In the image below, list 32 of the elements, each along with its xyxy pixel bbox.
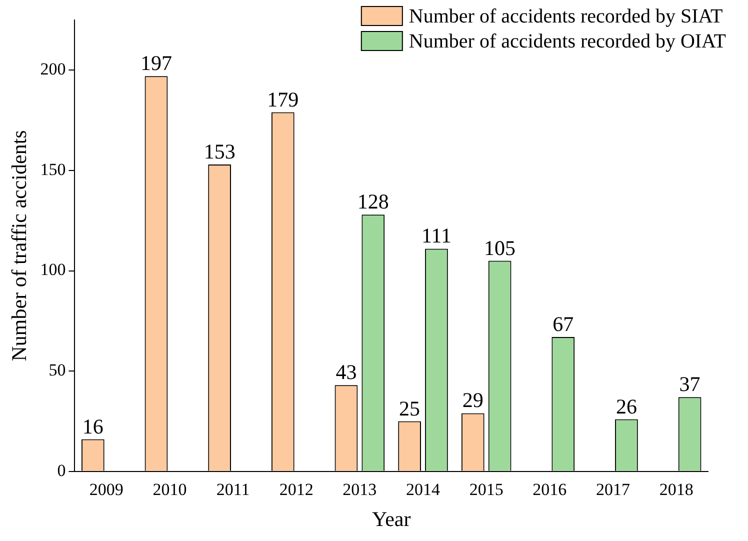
y-tick-label: 50 [48, 360, 66, 380]
x-tick-label: 2016 [532, 480, 567, 500]
data-label: 16 [82, 414, 104, 438]
data-label: 37 [679, 372, 700, 396]
y-axis-title: Number of traffic accidents [7, 130, 32, 362]
x-tick-label: 2017 [596, 480, 631, 500]
x-tick-label: 2010 [152, 480, 187, 500]
data-label: 67 [552, 312, 574, 336]
y-tick-label: 100 [40, 260, 66, 280]
data-label: 43 [336, 360, 357, 384]
legend-label: Number of accidents recorded by OIAT [408, 30, 726, 52]
data-label: 197 [140, 51, 172, 76]
data-label: 179 [267, 87, 299, 112]
data-label: 105 [484, 236, 516, 260]
data-label: 153 [204, 139, 236, 164]
x-tick-label: 2012 [279, 480, 314, 500]
data-label: 29 [462, 388, 484, 412]
x-tick-label: 2009 [89, 480, 124, 500]
y-tick-label: 200 [40, 60, 66, 79]
x-tick-label: 2014 [406, 480, 441, 500]
x-tick-label: 2011 [216, 480, 250, 500]
x-axis-title: Year [372, 506, 411, 531]
x-tick-label: 2013 [342, 480, 377, 500]
data-label: 128 [357, 190, 389, 214]
legend-label: Number of accidents recorded by SIAT [408, 5, 723, 28]
y-tick-label: 0 [57, 460, 66, 480]
data-label: 26 [616, 394, 637, 418]
x-tick-label: 2018 [659, 480, 694, 500]
data-label: 25 [399, 396, 420, 420]
data-label: 111 [421, 224, 452, 248]
y-tick-label: 150 [40, 160, 66, 179]
x-tick-label: 2015 [469, 480, 504, 500]
